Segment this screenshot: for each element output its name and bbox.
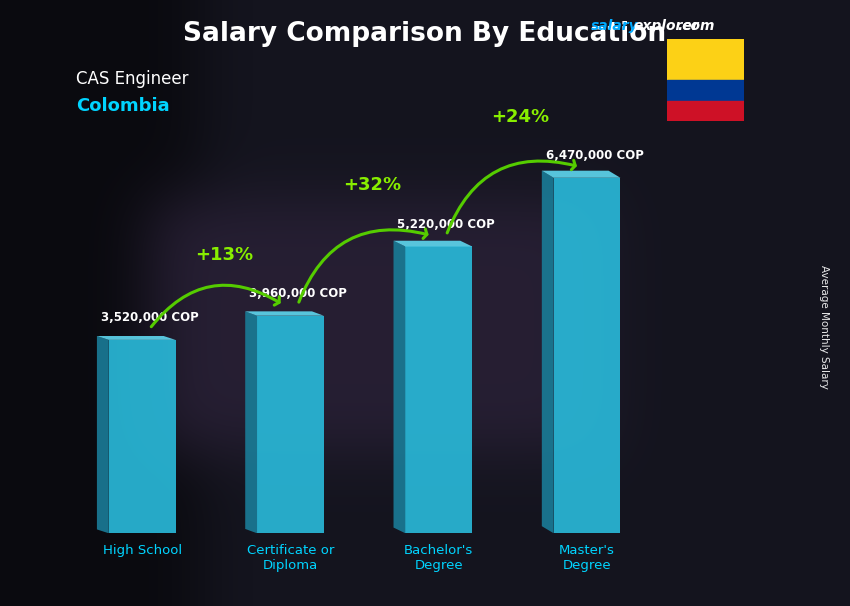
Text: 5,220,000 COP: 5,220,000 COP — [397, 218, 495, 231]
Polygon shape — [97, 336, 175, 340]
Polygon shape — [257, 316, 324, 533]
Text: .com: .com — [677, 19, 715, 33]
Text: 6,470,000 COP: 6,470,000 COP — [546, 150, 643, 162]
Text: salary: salary — [591, 19, 638, 33]
Text: +32%: +32% — [343, 176, 401, 195]
Text: +24%: +24% — [491, 108, 549, 125]
Polygon shape — [541, 171, 620, 178]
Text: explorer: explorer — [633, 19, 699, 33]
Polygon shape — [394, 241, 472, 247]
Polygon shape — [405, 247, 472, 533]
Text: CAS Engineer: CAS Engineer — [76, 70, 189, 88]
Bar — [667, 101, 744, 121]
Text: +13%: +13% — [195, 245, 252, 264]
Polygon shape — [553, 178, 620, 533]
Text: 3,960,000 COP: 3,960,000 COP — [249, 287, 347, 301]
Bar — [667, 39, 744, 80]
Text: Average Monthly Salary: Average Monthly Salary — [819, 265, 829, 389]
Polygon shape — [97, 336, 109, 533]
Polygon shape — [541, 171, 553, 533]
Polygon shape — [245, 311, 324, 316]
Text: Colombia: Colombia — [76, 97, 170, 115]
Polygon shape — [109, 340, 175, 533]
Bar — [667, 80, 744, 101]
Text: 3,520,000 COP: 3,520,000 COP — [100, 311, 198, 324]
Polygon shape — [394, 241, 405, 533]
Polygon shape — [245, 311, 257, 533]
Text: Salary Comparison By Education: Salary Comparison By Education — [184, 21, 666, 47]
